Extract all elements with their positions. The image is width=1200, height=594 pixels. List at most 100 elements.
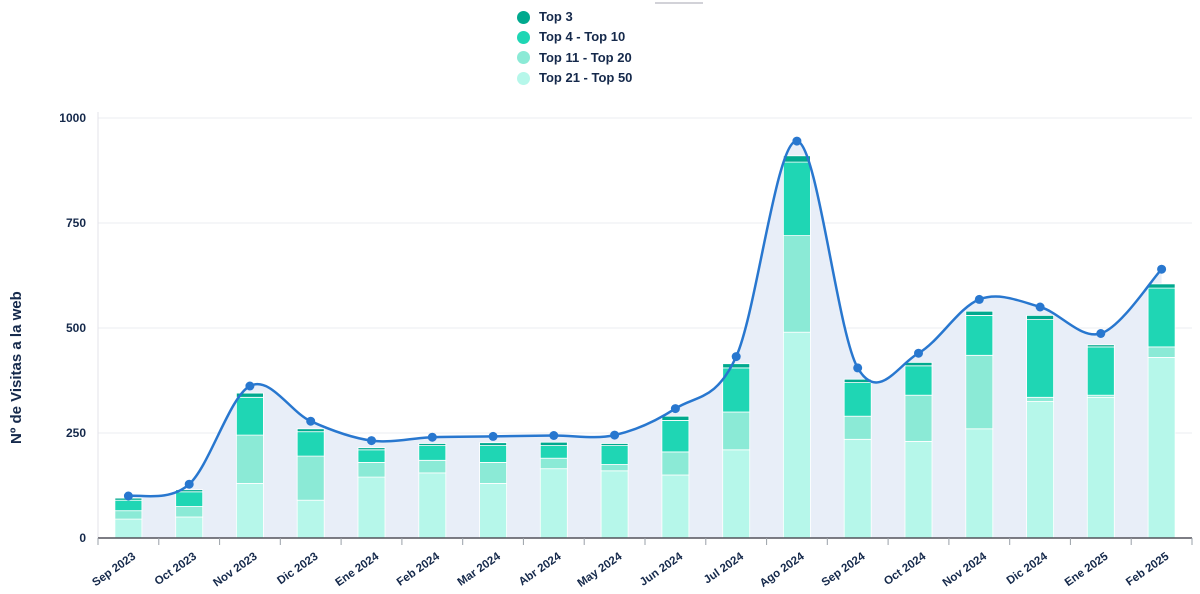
bar-segment-top-3[interactable] [661,415,690,421]
bar-segment-top-21-top-50[interactable] [904,440,933,539]
bar-segment-top-21-top-50[interactable] [296,499,325,539]
bar-segment-top-4-top-10[interactable] [539,445,568,459]
chart-legend: Top 3 Top 4 - Top 10 Top 11 - Top 20 Top 21… [517,9,632,85]
bar-segment-top-4-top-10[interactable] [600,445,629,465]
bar-segment-top-4-top-10[interactable] [722,367,751,413]
bar-segment-top-11-top-20[interactable] [843,415,872,440]
line-marker[interactable] [184,479,194,489]
bar-segment-top-4-top-10[interactable] [357,449,386,463]
bar-segment-top-3[interactable] [722,363,751,369]
legend-item-top-4-top-10[interactable]: Top 4 - Top 10 [517,29,632,44]
bar-segment-top-3[interactable] [600,443,629,446]
bar-segment-top-4-top-10[interactable] [661,419,690,453]
bar-segment-top-21-top-50[interactable] [539,468,568,539]
bar-segment-top-4-top-10[interactable] [783,161,811,237]
line-marker[interactable] [367,436,376,446]
legend-label: Top 11 - Top 20 [539,49,632,65]
bar-segment-top-4-top-10[interactable] [175,491,204,507]
bar-segment-top-3[interactable] [418,443,447,446]
bar-segment-top-4-top-10[interactable] [1026,319,1054,398]
bar-segment-top-4-top-10[interactable] [1147,287,1176,348]
bar-segment-top-21-top-50[interactable] [1086,396,1115,539]
bar-segment-top-4-top-10[interactable] [843,382,872,417]
x-tick-label: Jun 2024 [638,550,686,588]
bar-segment-top-4-top-10[interactable] [479,445,508,463]
bar-segment-top-11-top-20[interactable] [357,461,386,478]
bar-segment-top-21-top-50[interactable] [1026,401,1054,539]
bar-segment-top-4-top-10[interactable] [965,314,994,356]
bar-segment-top-21-top-50[interactable] [235,482,264,539]
bar-segment-top-21-top-50[interactable] [175,516,204,539]
bar-segment-top-3[interactable] [904,361,933,367]
bar-segment-top-3[interactable] [1086,344,1115,348]
legend-item-top-21-top-50[interactable]: Top 21 - Top 50 [517,70,632,85]
bar-segment-top-11-top-20[interactable] [539,457,568,470]
bar-segment-top-11-top-20[interactable] [479,461,508,484]
bar-segment-top-11-top-20[interactable] [296,455,325,501]
bar-segment-top-21-top-50[interactable] [843,438,872,539]
line-marker[interactable] [974,294,984,304]
bar-segment-top-3[interactable] [235,392,264,398]
bar-segment-top-11-top-20[interactable] [600,464,629,472]
line-marker[interactable] [306,416,316,426]
bar-segment-top-11-top-20[interactable] [1026,396,1054,402]
bar-segment-top-3[interactable] [1147,283,1176,289]
line-marker[interactable] [1035,302,1045,312]
bar-segment-top-21-top-50[interactable] [783,331,811,539]
bar-segment-top-3[interactable] [357,447,386,451]
x-tick-label: Nov 2023 [211,551,259,590]
x-tick-label: Feb 2024 [395,550,443,588]
line-marker[interactable] [1096,329,1106,338]
bar-segment-top-21-top-50[interactable] [479,482,508,539]
bar-segment-top-3[interactable] [479,442,508,447]
bar-segment-top-21-top-50[interactable] [357,476,386,539]
line-marker[interactable] [792,136,802,146]
bar-segment-top-21-top-50[interactable] [965,428,994,539]
bar-segment-top-11-top-20[interactable] [418,459,447,474]
line-marker[interactable] [123,491,133,501]
bar-segment-top-4-top-10[interactable] [418,445,447,461]
bar-segment-top-21-top-50[interactable] [1147,356,1176,539]
bar-segment-top-11-top-20[interactable] [661,451,690,476]
bar-segment-top-21-top-50[interactable] [722,449,751,539]
line-marker[interactable] [914,348,923,358]
line-marker[interactable] [853,363,863,373]
line-marker[interactable] [670,404,680,414]
bar-segment-top-11-top-20[interactable] [175,506,204,518]
legend-swatch-icon [517,71,530,85]
bar-segment-top-3[interactable] [539,441,568,447]
legend-item-top-11-top-20[interactable]: Top 11 - Top 20 [517,49,632,65]
bar-segment-top-4-top-10[interactable] [296,431,325,457]
bar-segment-top-11-top-20[interactable] [722,411,751,451]
line-marker[interactable] [1157,264,1167,274]
bar-segment-top-4-top-10[interactable] [1086,346,1115,396]
bar-segment-top-4-top-10[interactable] [904,365,933,396]
bar-segment-top-21-top-50[interactable] [114,518,143,539]
bar-segment-top-3[interactable] [296,428,325,433]
bar-segment-top-21-top-50[interactable] [600,470,629,539]
bar-segment-top-3[interactable] [175,489,204,493]
bar-segment-top-11-top-20[interactable] [904,394,933,442]
bar-segment-top-11-top-20[interactable] [235,434,264,484]
bar-segment-top-4-top-10[interactable] [114,499,143,512]
x-tick-label: Feb 2025 [1124,550,1172,588]
bar-segment-top-21-top-50[interactable] [418,472,447,539]
legend-item-top-3[interactable]: Top 3 [517,9,632,24]
line-marker[interactable] [488,431,498,441]
bar-segment-top-3[interactable] [965,310,994,316]
bar-segment-top-11-top-20[interactable] [114,510,143,520]
bar-segment-top-11-top-20[interactable] [1147,346,1176,358]
line-marker[interactable] [427,432,437,442]
bar-segment-top-11-top-20[interactable] [783,235,811,333]
bar-segment-top-3[interactable] [1026,314,1054,320]
y-tick-label: 0 [79,531,86,545]
bar-segment-top-11-top-20[interactable] [965,354,994,430]
bar-segment-top-4-top-10[interactable] [235,396,264,436]
line-marker[interactable] [549,431,559,440]
line-marker[interactable] [610,430,620,440]
bar-segment-top-21-top-50[interactable] [661,474,690,539]
line-marker[interactable] [731,352,741,362]
line-marker[interactable] [245,381,255,391]
